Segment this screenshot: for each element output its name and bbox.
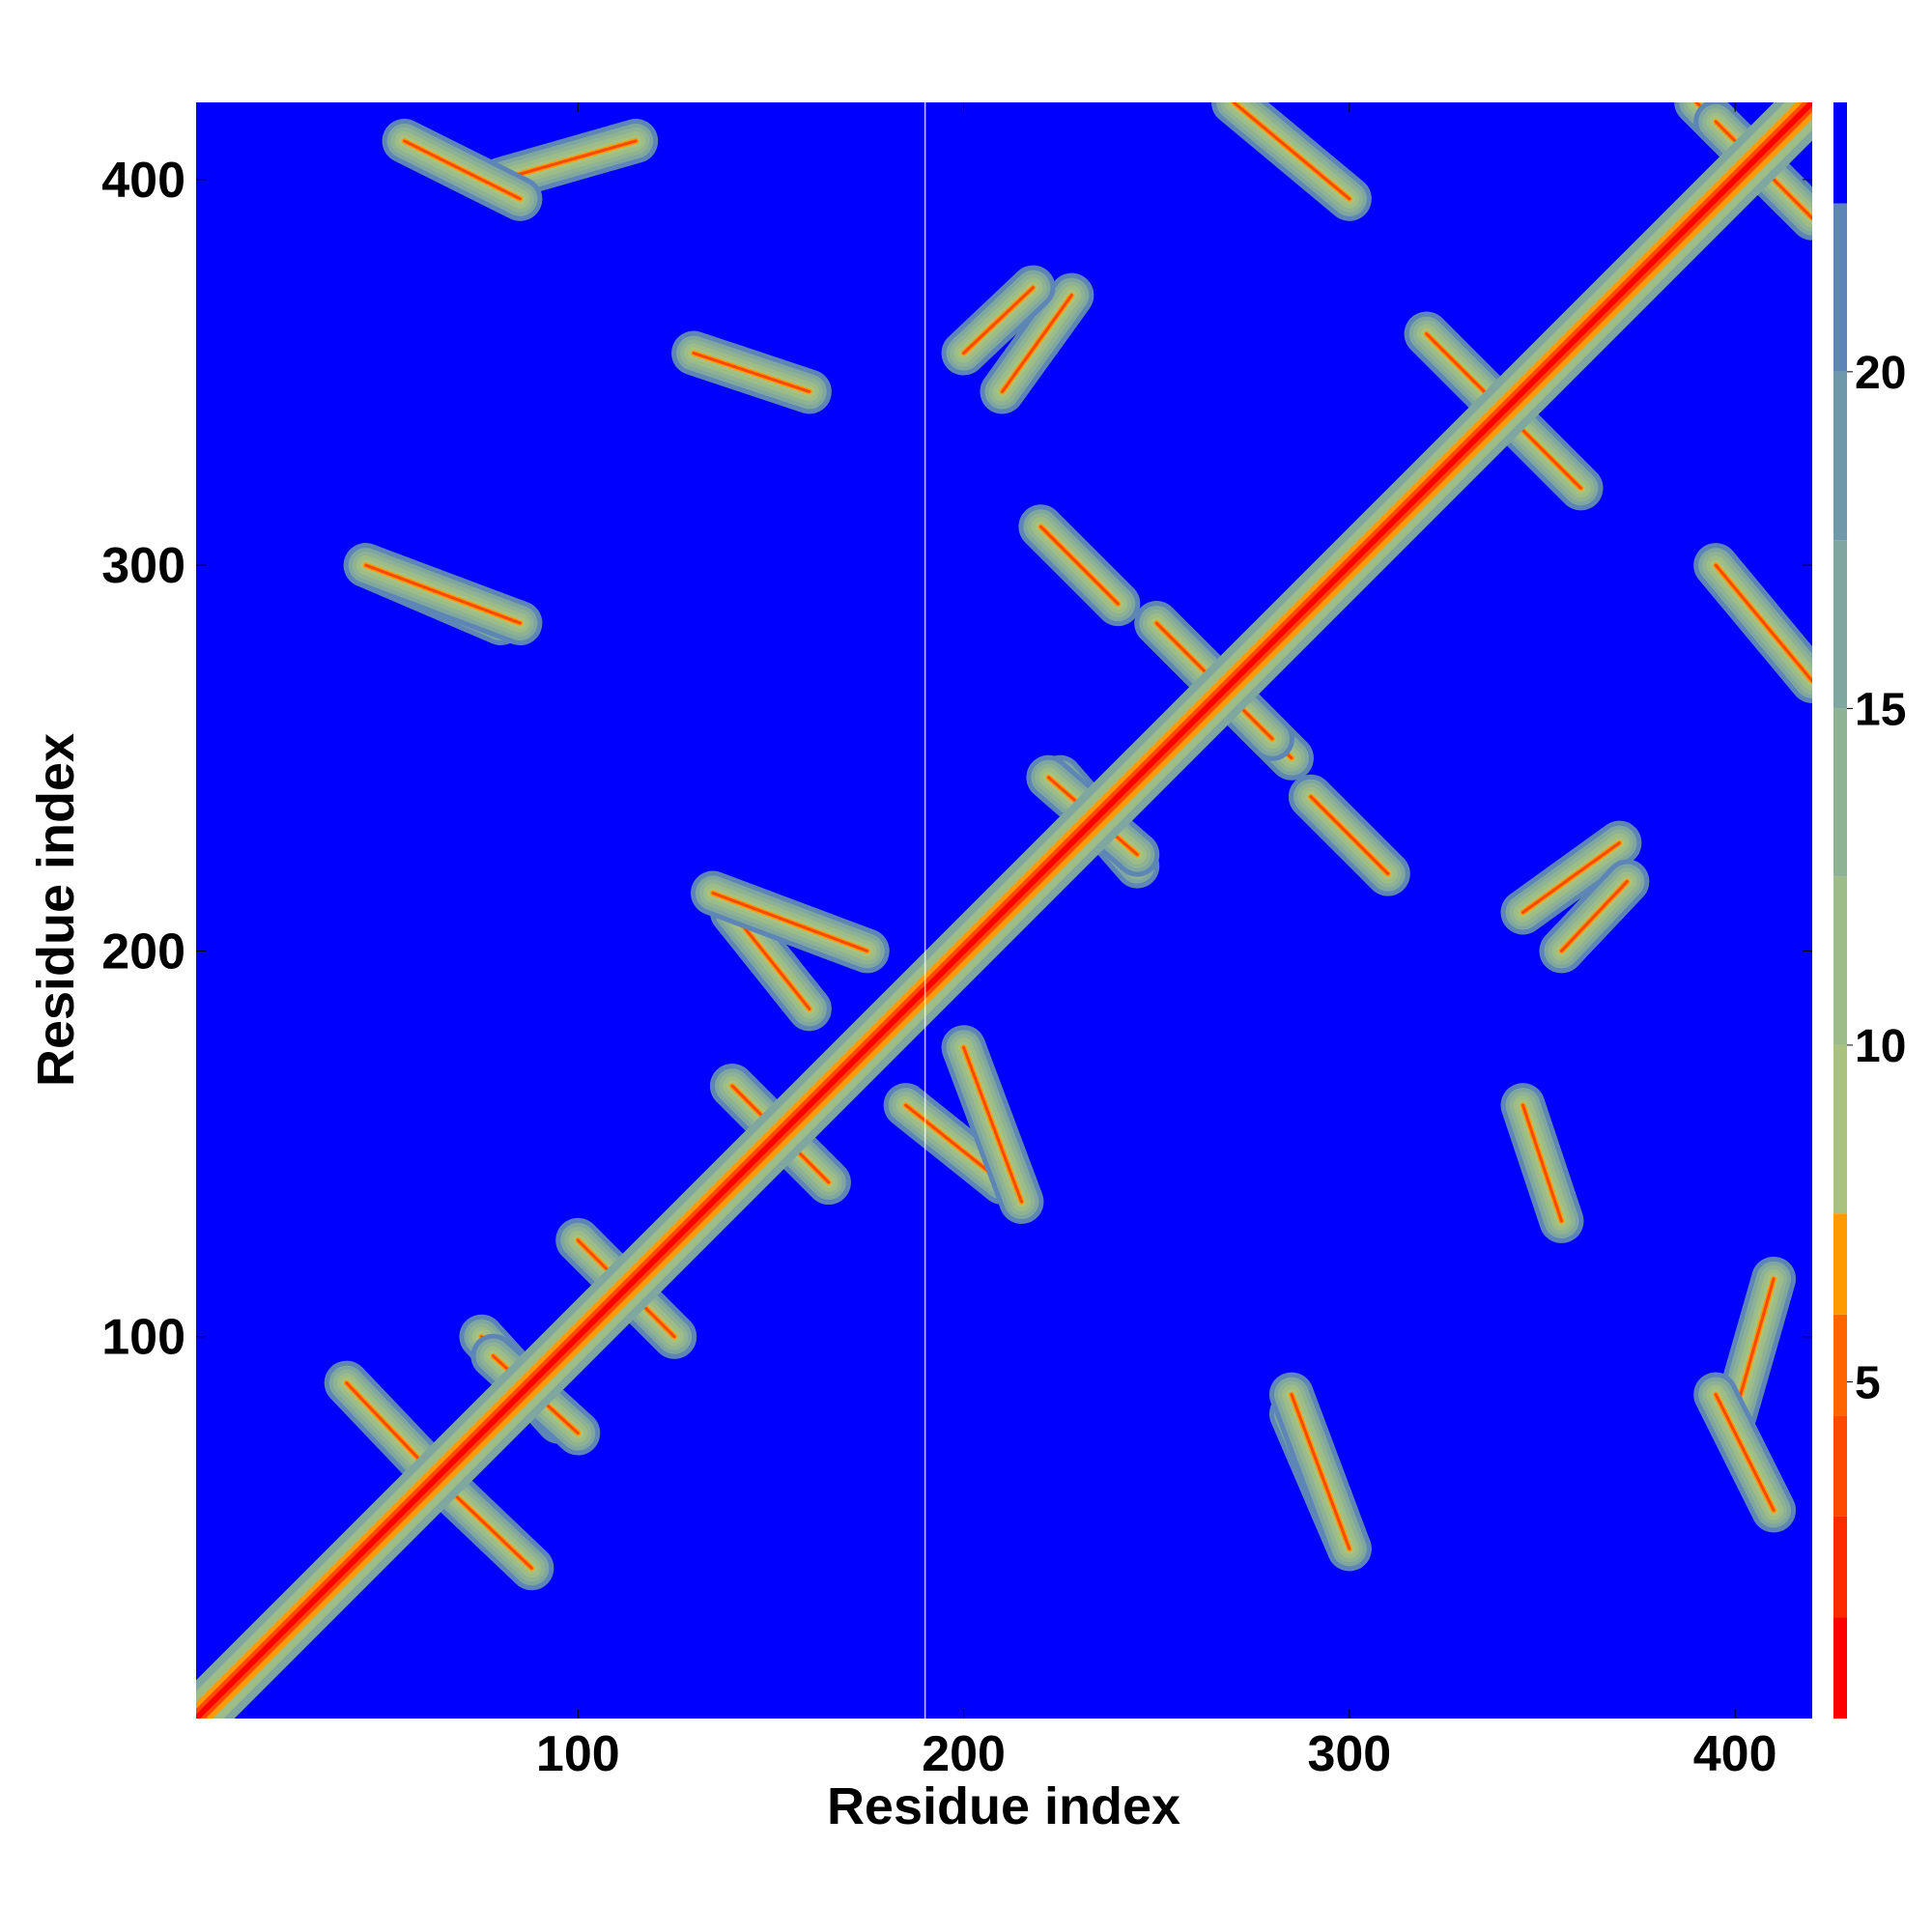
contact-segment-a-14 [692,352,811,393]
y-tick-label: 300 [101,538,185,594]
colorbar-tick-label: 5 [1855,1357,1881,1408]
colorbar-tick-label: 20 [1855,348,1906,399]
contact-segment-b-16 [1714,563,1812,683]
y-tick-label: 200 [101,923,185,980]
colorbar-level-10 [1833,203,1847,372]
colorbar-level-1 [1833,1516,1847,1618]
x-tick-label: 300 [1307,1726,1391,1782]
contact-segment-a-16 [1232,102,1351,201]
colorbar-level-7 [1833,708,1847,877]
contact-segment-a-10 [1001,294,1073,393]
contact-segment-b-14 [1521,1103,1563,1223]
contact-segment-a-11 [1559,880,1629,952]
x-tick-label: 400 [1693,1726,1777,1782]
x-tick-label: 100 [536,1726,620,1782]
colorbar-level-9 [1833,371,1847,541]
contact-segment-a-17 [1290,1393,1351,1550]
contact-segment-b-15 [1733,1277,1776,1416]
contact-segment-b-18 [403,139,522,201]
x-tick-label: 200 [922,1726,1006,1782]
colorbar-level-11 [1833,102,1847,204]
colorbar-tick-label: 15 [1855,684,1906,735]
contact-segment-a-8 [1309,795,1390,876]
contact-segment-b-0 [449,1489,533,1570]
colorbar-level-2 [1833,1415,1847,1517]
colorbar-level-3 [1833,1314,1847,1416]
colorbar-level-6 [1833,876,1847,1045]
colorbar-level-0 [1833,1617,1847,1719]
colorbar: 5 10 15 20 [1833,102,1906,1719]
colorbar-level-8 [1833,540,1847,709]
contact-segment-a-18 [1714,1393,1776,1512]
contact-segment-a-15 [498,139,638,182]
y-tick-label: 100 [101,1310,185,1366]
contact-segment-b-11 [962,286,1035,355]
x-axis-title: Residue index [827,1777,1180,1835]
contact-segment-b-17 [364,563,522,625]
heatmap-plot-area [196,102,1812,1719]
colorbar-level-5 [1833,1044,1847,1214]
axes: 100 200 300 400 100 200 300 400 [101,102,1812,1782]
diagonal-band-4 [196,102,1812,1719]
y-axis-title: Residue index [27,733,85,1087]
contact-segment-a-5 [962,1045,1023,1204]
y-tick-label: 400 [101,153,185,209]
contact-segment-b-8 [1038,525,1120,606]
contact-segment-b-5 [711,892,869,952]
contact-segment-b-10 [1521,841,1621,914]
colorbar-tick-label: 10 [1855,1021,1906,1072]
colorbar-level-4 [1833,1213,1847,1315]
contact-segment-a-0 [345,1381,426,1465]
